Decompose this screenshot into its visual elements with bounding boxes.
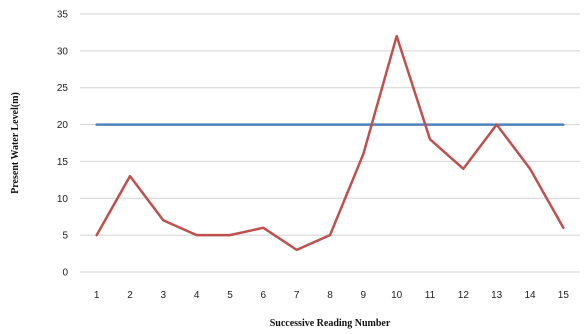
x-tick-label: 2: [127, 290, 133, 301]
x-tick-label: 13: [491, 290, 503, 301]
y-tick-label: 30: [57, 46, 69, 57]
y-tick-label: 25: [57, 83, 69, 94]
x-tick-label: 15: [558, 290, 570, 301]
x-tick-label: 14: [524, 290, 536, 301]
series-lines: [95, 34, 565, 252]
y-tick-label: 20: [57, 120, 69, 131]
y-axis-title: Present Water Level(m): [10, 92, 21, 194]
x-tick-label: 9: [361, 290, 367, 301]
x-tick-label: 3: [161, 290, 167, 301]
x-tick-label: 4: [194, 290, 200, 301]
y-tick-label: 15: [57, 157, 69, 168]
x-axis-title: Successive Reading Number: [270, 318, 391, 329]
x-tick-label: 8: [327, 290, 333, 301]
x-tick-label: 5: [227, 290, 233, 301]
y-tick-label: 10: [57, 194, 69, 205]
x-tick-label: 1: [94, 290, 100, 301]
x-axis-ticks: 1 2 3 4 5 6 7 8 9 10 11 12 13 14 15: [94, 290, 569, 301]
x-tick-label: 6: [261, 290, 267, 301]
y-tick-label: 0: [62, 268, 68, 279]
series-line-1: [95, 34, 565, 252]
x-tick-label: 11: [425, 290, 436, 301]
y-axis-ticks: 0 5 10 15 20 25 30 35: [57, 10, 69, 279]
x-tick-label: 7: [294, 290, 300, 301]
x-tick-label: 10: [391, 290, 403, 301]
y-tick-label: 35: [57, 10, 69, 21]
x-tick-label: 12: [458, 290, 470, 301]
y-tick-label: 5: [62, 231, 68, 242]
